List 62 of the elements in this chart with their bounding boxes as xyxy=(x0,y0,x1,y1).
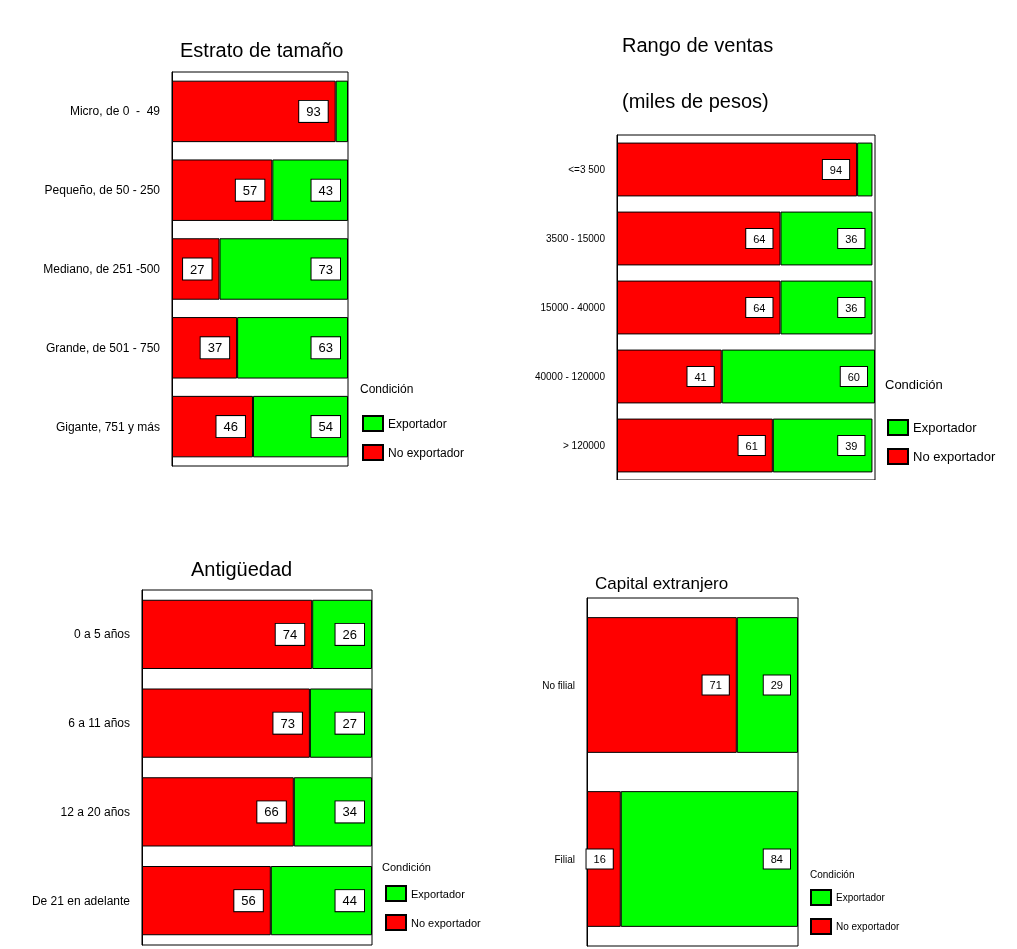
data-label: 73 xyxy=(280,715,295,731)
data-label: 39 xyxy=(845,439,858,452)
data-label: 71 xyxy=(709,679,722,691)
y-tick-label: Grande, de 501 - 750 xyxy=(45,340,161,355)
data-label: 43 xyxy=(318,182,333,198)
y-tick-label: 0 a 5 años xyxy=(73,627,130,642)
legend-title: Condición xyxy=(382,860,431,873)
data-label: 94 xyxy=(829,163,843,176)
data-label: 73 xyxy=(318,261,333,277)
data-label: 46 xyxy=(223,419,238,435)
chart-title: Capital extranjero xyxy=(595,573,729,593)
y-tick-label: Micro, de 0 - 49 xyxy=(69,104,161,119)
data-label: 29 xyxy=(770,679,783,691)
data-label: 93 xyxy=(306,103,321,119)
chart-title: Antigüedad xyxy=(191,558,293,580)
data-label: 16 xyxy=(593,853,606,865)
data-label: 26 xyxy=(342,626,357,642)
y-tick-label: 15000 - 40000 xyxy=(540,302,606,313)
data-label: 27 xyxy=(190,261,205,277)
data-label: 63 xyxy=(318,340,333,356)
data-label: 27 xyxy=(342,715,357,731)
chart-title: Rango de ventas (miles de pesos) xyxy=(622,34,774,112)
data-label: 64 xyxy=(753,301,766,314)
y-tick-label: Filial xyxy=(554,853,575,865)
data-label: 61 xyxy=(745,439,758,452)
y-tick-label: 40000 - 120000 xyxy=(534,371,606,382)
legend-title: Condición xyxy=(810,868,855,880)
data-label: 66 xyxy=(264,804,279,820)
data-label: 60 xyxy=(847,370,860,383)
y-tick-label: 12 a 20 años xyxy=(60,804,130,819)
legend-label: No exportador xyxy=(411,916,482,929)
data-label: 36 xyxy=(845,232,858,245)
data-label: 56 xyxy=(241,893,256,909)
data-label: 74 xyxy=(282,626,298,642)
y-tick-label: Mediano, de 251 -500 xyxy=(43,262,161,276)
y-tick-label: No filial xyxy=(542,679,575,691)
y-tick-label: Pequeño, de 50 - 250 xyxy=(44,183,161,198)
legend-label: Exportador xyxy=(836,892,886,903)
y-tick-label: 6 a 11 años xyxy=(68,716,130,731)
data-label: 84 xyxy=(770,853,783,865)
y-tick-label: > 120000 xyxy=(563,440,606,451)
data-label: 41 xyxy=(694,370,707,383)
legend-title: Condición xyxy=(360,382,414,396)
data-label: 36 xyxy=(845,301,858,314)
chart-title: Estrato de tamaño xyxy=(180,39,344,61)
data-label: 37 xyxy=(207,340,223,356)
data-label: 64 xyxy=(753,232,766,245)
data-label: 44 xyxy=(342,893,357,909)
y-tick-label: Gigante, 751 y más xyxy=(55,419,160,434)
legend-label: Exportador xyxy=(411,887,466,900)
data-label: 57 xyxy=(242,182,258,198)
legend-label: No exportador xyxy=(836,921,901,932)
data-label: 54 xyxy=(318,419,333,435)
y-tick-label: De 21 en adelante xyxy=(31,893,131,908)
data-label: 34 xyxy=(342,804,357,820)
y-tick-label: <=3 500 xyxy=(568,164,606,175)
legend-label: No exportador xyxy=(913,449,997,464)
legend-label: No exportador xyxy=(388,445,465,460)
legend-title: Condición xyxy=(885,377,943,392)
y-tick-label: 3500 - 15000 xyxy=(546,233,606,244)
legend-label: Exportador xyxy=(388,416,447,431)
legend-label: Exportador xyxy=(913,420,978,435)
